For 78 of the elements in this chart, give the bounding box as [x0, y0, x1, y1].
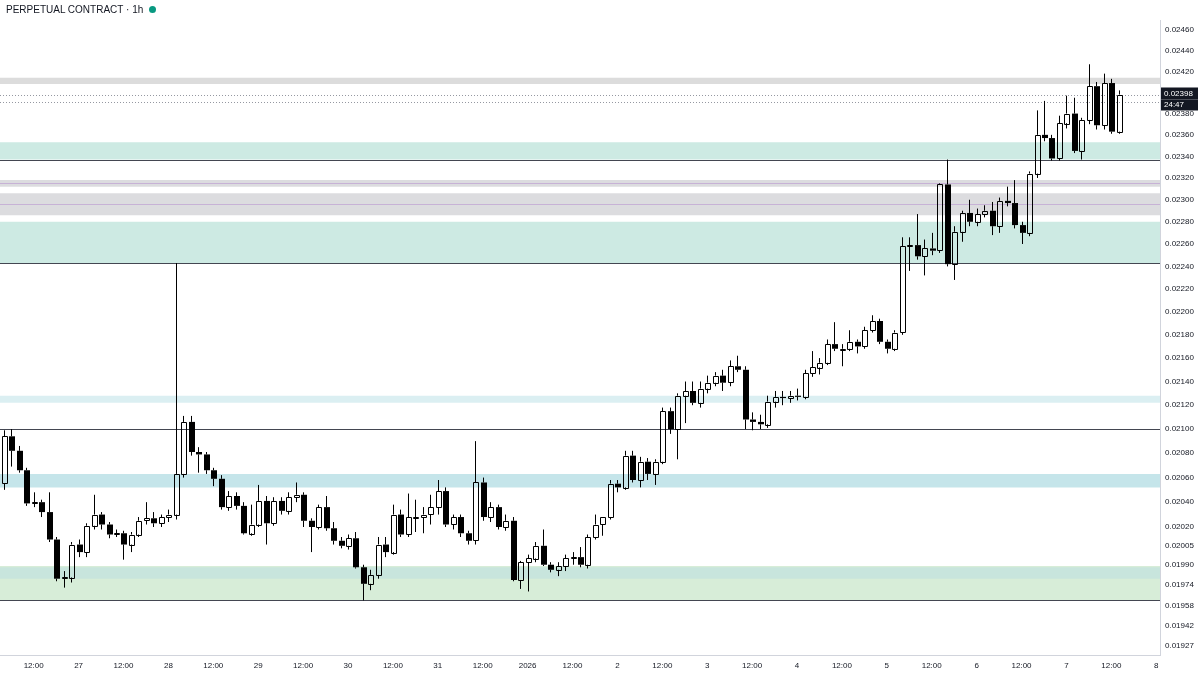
y-tick-label: 0.02360	[1165, 130, 1195, 140]
x-tick-label: 12:00	[293, 661, 314, 670]
x-tick-label: 5	[884, 661, 890, 670]
y-tick-label: 0.02300	[1165, 194, 1195, 204]
y-tick-label: 0.02100	[1165, 424, 1195, 434]
candlestick	[593, 514, 599, 541]
candlestick	[54, 536, 60, 582]
x-tick-label: 7	[1064, 661, 1070, 670]
y-tick-label: 0.02005	[1165, 541, 1195, 550]
y-tick-label: 0.02260	[1165, 239, 1195, 249]
candlestick	[1049, 134, 1055, 162]
candlestick	[189, 415, 195, 457]
y-tick-label: 0.02180	[1165, 330, 1195, 340]
ref-line-label: 0.02398	[1164, 88, 1194, 98]
candlestick	[428, 494, 434, 526]
candlestick	[324, 495, 330, 532]
y-tick-label: 0.02420	[1165, 66, 1195, 76]
candlestick	[1005, 186, 1011, 207]
y-tick-label: 0.02240	[1165, 261, 1195, 271]
x-tick-label: 6	[974, 661, 980, 670]
y-tick-label: 0.02020	[1165, 522, 1195, 532]
y-tick-label: 0.02220	[1165, 284, 1195, 294]
x-tick-label: 30	[343, 661, 353, 670]
y-tick-label: 0.01974	[1165, 580, 1195, 590]
x-tick-label: 31	[433, 661, 443, 670]
text: 24:47	[1164, 100, 1185, 110]
y-tick-label: 0.02120	[1165, 400, 1195, 410]
y-tick-label: 0.02440	[1165, 46, 1195, 56]
candlestick	[17, 445, 23, 474]
candlestick	[600, 517, 606, 537]
x-tick-label: 12:00	[203, 661, 224, 670]
x-tick-label: 2026	[518, 661, 538, 670]
candlestick	[1117, 89, 1123, 135]
y-tick-label: 0.01927	[1165, 641, 1195, 651]
y-tick-label: 0.02200	[1165, 307, 1195, 317]
x-tick-label: 12:00	[652, 661, 673, 670]
y-tick-label: 0.02320	[1165, 173, 1195, 183]
x-tick-label: 2	[615, 661, 621, 670]
y-tick-label: 0.02380	[1165, 108, 1195, 118]
y-tick-label: 0.02040	[1165, 497, 1195, 507]
x-tick-label: 12:00	[113, 661, 135, 670]
y-tick-label: 0.02080	[1165, 448, 1195, 458]
candlestick	[1012, 179, 1018, 229]
x-tick-label: 8	[1154, 661, 1160, 670]
y-tick-label: 0.02160	[1165, 353, 1195, 363]
x-tick-label: 12:00	[1011, 661, 1033, 670]
candlestick	[204, 451, 210, 475]
x-tick-label: 27	[74, 661, 84, 670]
x-tick-label: 29	[253, 661, 264, 670]
candlestick	[24, 467, 30, 507]
x-tick-label: 3	[705, 661, 710, 670]
candlestick	[331, 521, 337, 546]
candlestick	[421, 506, 427, 534]
candlestick	[548, 561, 554, 573]
candlestick	[211, 467, 217, 487]
x-tick-label: 12:00	[1101, 661, 1122, 670]
y-tick-label: 0.01942	[1165, 621, 1195, 631]
y-tick-label: 0.02060	[1165, 472, 1195, 482]
x-tick-label: 28	[163, 661, 174, 670]
x-tick-label: 12:00	[472, 661, 494, 670]
candlestick	[234, 491, 240, 511]
candlestick	[47, 491, 53, 543]
y-tick-label: 0.02460	[1165, 25, 1195, 35]
x-tick-label: 12:00	[382, 661, 404, 670]
y-tick-label: 0.02340	[1165, 151, 1195, 161]
candlestick	[241, 501, 247, 534]
y-tick-label: 0.02280	[1165, 216, 1195, 226]
y-tick-label: 0.02140	[1165, 376, 1195, 386]
x-tick-label: 4	[794, 661, 800, 670]
chart-title: PERPETUAL CONTRACT · 1h	[6, 4, 144, 15]
y-tick-label: 0.01990	[1165, 559, 1195, 569]
x-tick-label: 12:00	[921, 661, 943, 670]
x-tick-label: 12:00	[742, 661, 763, 670]
y-tick-label: 0.01958	[1165, 600, 1195, 610]
x-tick-label: 12:00	[23, 661, 45, 670]
x-tick-label: 12:00	[831, 661, 853, 670]
candlestick	[743, 365, 749, 430]
x-tick-label: 12:00	[562, 661, 584, 670]
